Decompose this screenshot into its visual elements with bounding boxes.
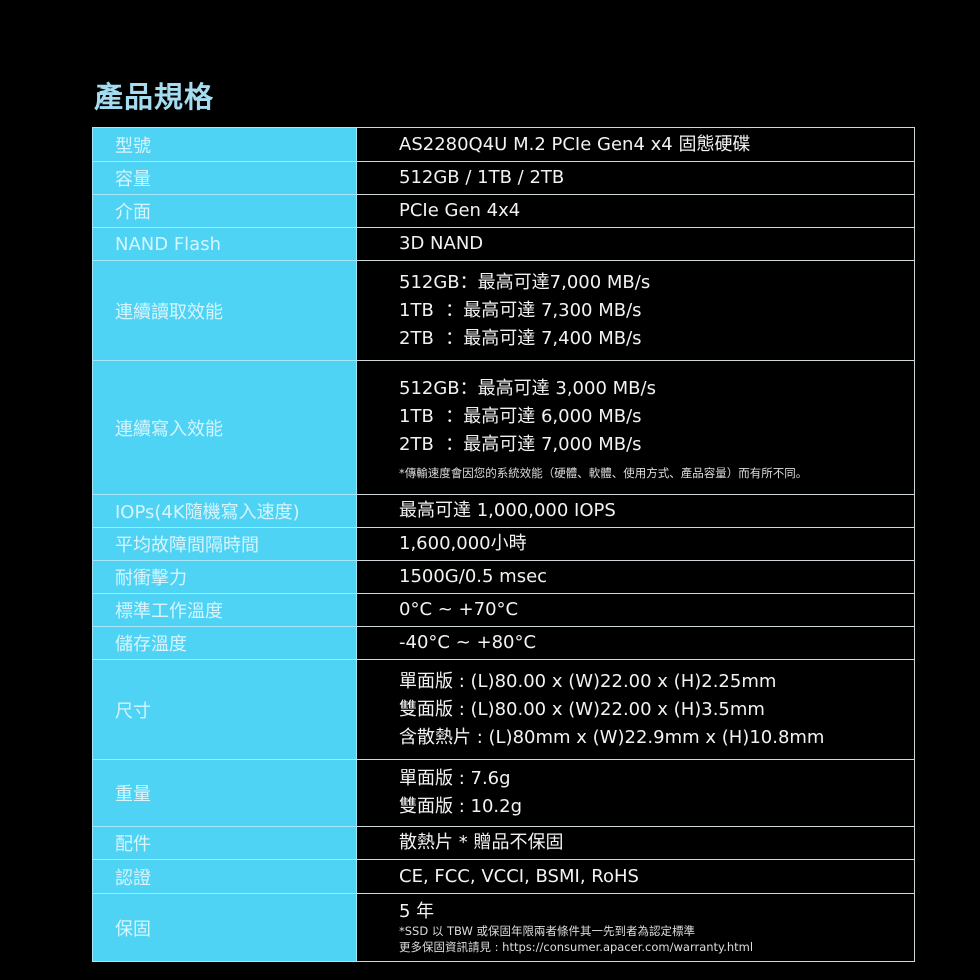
spec-row: 耐衝擊力 1500G/0.5 msec: [92, 560, 915, 594]
spec-label: 配件: [92, 826, 357, 860]
spec-value-line: PCIe Gen 4x4: [399, 200, 521, 221]
spec-row: 配件 散熱片 * 贈品不保固: [92, 826, 915, 860]
spec-value-line: 2TB ：最高可達 7,400 MB/s: [399, 327, 642, 349]
spec-value-line: 最高可達 1,000,000 IOPS: [399, 500, 616, 521]
spec-row: 連續寫入效能 512GB：最高可達 3,000 MB/s 1TB ：最高可達 6,0…: [92, 360, 915, 495]
spec-value: 5 年 *SSD 以 TBW 或保固年限兩者條件其一先到者為認定標準 更多保固資訊請…: [356, 893, 915, 962]
spec-value-line: 散熱片 * 贈品不保固: [399, 832, 564, 853]
spec-row: 容量 512GB / 1TB / 2TB: [92, 161, 915, 195]
spec-value: 散熱片 * 贈品不保固: [356, 826, 915, 860]
spec-value: 最高可達 1,000,000 IOPS: [356, 494, 915, 528]
spec-value: 單面版 : (L)80.00 x (W)22.00 x (H)2.25mm 雙面版…: [356, 659, 915, 760]
spec-value: 1,600,000小時: [356, 527, 915, 561]
spec-value-line: 3D NAND: [399, 233, 484, 254]
spec-label: 保固: [92, 893, 357, 962]
spec-value: 1500G/0.5 msec: [356, 560, 915, 594]
spec-value-line: 單面版 : (L)80.00 x (W)22.00 x (H)2.25mm: [399, 670, 777, 692]
spec-table: 型號 AS2280Q4U M.2 PCIe Gen4 x4 固態硬碟容量 512GB…: [92, 127, 915, 962]
spec-value: CE, FCC, VCCI, BSMI, RoHS: [356, 859, 915, 894]
spec-row: 重量 單面版 : 7.6g 雙面版 : 10.2g: [92, 759, 915, 827]
spec-value-line: 5 年: [399, 900, 435, 922]
spec-value-line: 含散熱片 : (L)80mm x (W)22.9mm x (H)10.8mm: [399, 726, 825, 748]
spec-label: 耐衝擊力: [92, 560, 357, 594]
spec-value-line: 1TB ：最高可達 7,300 MB/s: [399, 299, 642, 321]
spec-row: 儲存溫度 -40°C ~ +80°C: [92, 626, 915, 660]
spec-value: 3D NAND: [356, 227, 915, 261]
spec-label: 尺寸: [92, 659, 357, 760]
spec-label: 儲存溫度: [92, 626, 357, 660]
spec-label: 重量: [92, 759, 357, 827]
spec-row: IOPs(4K隨機寫入速度) 最高可達 1,000,000 IOPS: [92, 494, 915, 528]
spec-value-line: 512GB：最高可達 3,000 MB/s: [399, 377, 656, 399]
spec-value-line: 512GB：最高可達7,000 MB/s: [399, 271, 651, 293]
spec-row: 尺寸 單面版 : (L)80.00 x (W)22.00 x (H)2.25mm 雙…: [92, 659, 915, 760]
spec-label: 介面: [92, 194, 357, 228]
spec-row: NAND Flash 3D NAND: [92, 227, 915, 261]
spec-value-line: 0°C ~ +70°C: [399, 599, 519, 620]
spec-label: 認證: [92, 859, 357, 894]
spec-row: 介面 PCIe Gen 4x4: [92, 194, 915, 228]
spec-row: 型號 AS2280Q4U M.2 PCIe Gen4 x4 固態硬碟: [92, 127, 915, 162]
spec-row: 連續讀取效能 512GB：最高可達7,000 MB/s 1TB ：最高可達 7,30…: [92, 260, 915, 361]
spec-value: 單面版 : 7.6g 雙面版 : 10.2g: [356, 759, 915, 827]
spec-row: 保固 5 年 *SSD 以 TBW 或保固年限兩者條件其一先到者為認定標準 更多保固資…: [92, 893, 915, 962]
spec-label: IOPs(4K隨機寫入速度): [92, 494, 357, 528]
spec-label: 型號: [92, 127, 357, 162]
spec-label: 容量: [92, 161, 357, 195]
spec-label: 標準工作溫度: [92, 593, 357, 627]
spec-value: -40°C ~ +80°C: [356, 626, 915, 660]
spec-row: 標準工作溫度 0°C ~ +70°C: [92, 593, 915, 627]
spec-label: 平均故障間隔時間: [92, 527, 357, 561]
spec-value-line: 1TB ：最高可達 6,000 MB/s: [399, 405, 642, 427]
spec-value: 512GB / 1TB / 2TB: [356, 161, 915, 195]
spec-value: AS2280Q4U M.2 PCIe Gen4 x4 固態硬碟: [356, 127, 915, 162]
spec-value-line: 512GB / 1TB / 2TB: [399, 167, 565, 188]
spec-value: 512GB：最高可達 3,000 MB/s 1TB ：最高可達 6,000 MB/…: [356, 360, 915, 495]
spec-value-line: 單面版 : 7.6g: [399, 768, 511, 789]
spec-value: PCIe Gen 4x4: [356, 194, 915, 228]
spec-value-line: 雙面版 : 10.2g: [399, 796, 523, 817]
spec-value-line: -40°C ~ +80°C: [399, 632, 537, 653]
spec-label: 連續寫入效能: [92, 360, 357, 495]
spec-label: NAND Flash: [92, 227, 357, 261]
spec-note: 更多保固資訊請見 : https://consumer.apacer.com/w…: [399, 939, 754, 954]
spec-value-line: 1,600,000小時: [399, 533, 527, 554]
spec-value: 512GB：最高可達7,000 MB/s 1TB ：最高可達 7,300 MB/s…: [356, 260, 915, 361]
spec-value: 0°C ~ +70°C: [356, 593, 915, 627]
spec-value-line: CE, FCC, VCCI, BSMI, RoHS: [399, 865, 639, 887]
spec-label: 連續讀取效能: [92, 260, 357, 361]
spec-value-line: AS2280Q4U M.2 PCIe Gen4 x4 固態硬碟: [399, 133, 751, 155]
spec-value-line: 2TB ：最高可達 7,000 MB/s: [399, 433, 642, 455]
page-title: 產品規格: [94, 80, 215, 114]
spec-row: 認證 CE, FCC, VCCI, BSMI, RoHS: [92, 859, 915, 894]
spec-value-line: 1500G/0.5 msec: [399, 566, 548, 587]
spec-note: *傳輸速度會因您的系統效能（硬體、軟體、使用方式、產品容量）而有所不同。: [399, 465, 808, 480]
spec-value-line: 雙面版 : (L)80.00 x (W)22.00 x (H)3.5mm: [399, 698, 765, 720]
spec-note: *SSD 以 TBW 或保固年限兩者條件其一先到者為認定標準: [399, 923, 696, 938]
spec-row: 平均故障間隔時間 1,600,000小時: [92, 527, 915, 561]
